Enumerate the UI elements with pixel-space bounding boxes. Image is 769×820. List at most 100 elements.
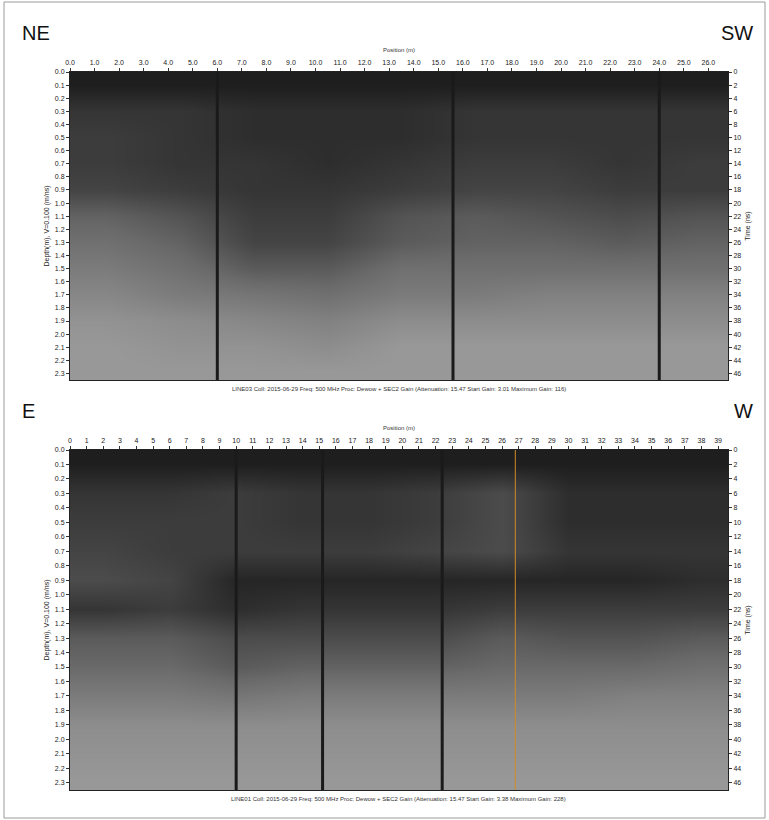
svg-text:0.3: 0.3 [55, 108, 65, 115]
svg-text:31: 31 [581, 437, 589, 444]
svg-text:46: 46 [733, 370, 741, 377]
svg-text:17.0: 17.0 [481, 59, 495, 66]
svg-text:5: 5 [151, 437, 155, 444]
svg-text:12: 12 [733, 147, 741, 154]
svg-text:44: 44 [733, 357, 741, 364]
svg-text:0.2: 0.2 [55, 95, 65, 102]
svg-text:19.0: 19.0 [530, 59, 544, 66]
svg-text:8.0: 8.0 [262, 59, 272, 66]
svg-text:4: 4 [733, 475, 737, 482]
svg-text:1.4: 1.4 [55, 649, 65, 656]
svg-text:0.3: 0.3 [55, 490, 65, 497]
svg-text:33: 33 [614, 437, 622, 444]
svg-text:Depth(m), V=0.100 (m/ns): Depth(m), V=0.100 (m/ns) [43, 185, 51, 266]
svg-text:16: 16 [733, 562, 741, 569]
svg-text:2.1: 2.1 [55, 750, 65, 757]
svg-text:44: 44 [733, 765, 741, 772]
svg-text:14: 14 [733, 548, 741, 555]
svg-text:36: 36 [733, 304, 741, 311]
svg-text:0.1: 0.1 [55, 82, 65, 89]
svg-text:11.0: 11.0 [334, 59, 347, 66]
svg-text:2.1: 2.1 [55, 344, 65, 351]
svg-text:21: 21 [415, 437, 423, 444]
svg-text:0.9: 0.9 [55, 186, 65, 193]
svg-text:24: 24 [733, 226, 741, 233]
svg-text:2: 2 [733, 461, 737, 468]
svg-text:10: 10 [733, 134, 741, 141]
svg-text:12: 12 [733, 533, 741, 540]
svg-text:15.0: 15.0 [431, 59, 445, 66]
svg-text:13: 13 [282, 437, 290, 444]
svg-text:6.0: 6.0 [212, 59, 222, 66]
svg-text:34: 34 [733, 291, 741, 298]
svg-text:24: 24 [465, 437, 473, 444]
svg-text:1.3: 1.3 [55, 239, 65, 246]
svg-text:1.7: 1.7 [55, 291, 65, 298]
svg-text:0.9: 0.9 [55, 577, 65, 584]
svg-text:20.0: 20.0 [554, 59, 568, 66]
svg-text:25: 25 [482, 437, 490, 444]
svg-text:19: 19 [382, 437, 390, 444]
svg-text:12.0: 12.0 [358, 59, 372, 66]
svg-text:17: 17 [349, 437, 357, 444]
svg-text:1.8: 1.8 [55, 707, 65, 714]
svg-text:22: 22 [432, 437, 440, 444]
svg-text:1.0: 1.0 [90, 59, 100, 66]
svg-text:0.8: 0.8 [55, 562, 65, 569]
svg-text:2.3: 2.3 [55, 370, 65, 377]
svg-text:1.0: 1.0 [55, 200, 65, 207]
svg-text:0.6: 0.6 [55, 533, 65, 540]
svg-text:14: 14 [733, 160, 741, 167]
svg-text:Position (m): Position (m) [383, 47, 415, 53]
svg-text:18: 18 [733, 186, 741, 193]
svg-text:28: 28 [733, 252, 741, 259]
svg-text:NE: NE [22, 22, 50, 44]
svg-text:9.0: 9.0 [286, 59, 296, 66]
svg-text:1.5: 1.5 [55, 663, 65, 670]
svg-text:2: 2 [733, 82, 737, 89]
svg-text:0.6: 0.6 [55, 147, 65, 154]
svg-text:7.0: 7.0 [237, 59, 247, 66]
svg-text:37: 37 [681, 437, 689, 444]
svg-text:18: 18 [733, 577, 741, 584]
svg-text:10: 10 [733, 519, 741, 526]
svg-text:7: 7 [184, 437, 188, 444]
svg-text:34: 34 [733, 692, 741, 699]
svg-text:2.0: 2.0 [55, 331, 65, 338]
svg-text:0.7: 0.7 [55, 160, 65, 167]
svg-text:2.0: 2.0 [55, 736, 65, 743]
svg-text:35: 35 [648, 437, 656, 444]
svg-text:2: 2 [101, 437, 105, 444]
svg-text:Time (ns): Time (ns) [744, 211, 752, 240]
svg-text:32: 32 [733, 278, 741, 285]
svg-text:38: 38 [733, 317, 741, 324]
svg-text:42: 42 [733, 344, 741, 351]
svg-text:2.3: 2.3 [55, 779, 65, 786]
svg-text:28: 28 [733, 649, 741, 656]
svg-text:LINE03 Coll: 2015-06-29 Freq:: LINE03 Coll: 2015-06-29 Freq: 500 MHz Pr… [232, 386, 566, 392]
svg-text:18.0: 18.0 [505, 59, 519, 66]
svg-text:34: 34 [631, 437, 639, 444]
svg-text:0: 0 [733, 446, 737, 453]
svg-text:20: 20 [733, 591, 741, 598]
svg-text:1.5: 1.5 [55, 265, 65, 272]
svg-text:12: 12 [265, 437, 273, 444]
svg-text:8: 8 [733, 504, 737, 511]
svg-text:40: 40 [733, 736, 741, 743]
svg-text:28: 28 [531, 437, 539, 444]
svg-text:6: 6 [733, 490, 737, 497]
svg-text:2.0: 2.0 [114, 59, 124, 66]
svg-text:40: 40 [733, 331, 741, 338]
svg-text:29: 29 [548, 437, 556, 444]
svg-text:18: 18 [365, 437, 373, 444]
svg-text:1.7: 1.7 [55, 692, 65, 699]
svg-text:16: 16 [733, 173, 741, 180]
svg-text:14: 14 [299, 437, 307, 444]
svg-text:1.1: 1.1 [55, 606, 65, 613]
svg-text:1.2: 1.2 [55, 226, 65, 233]
svg-text:Depth(m), V=0.100 (m/ns): Depth(m), V=0.100 (m/ns) [43, 579, 51, 660]
svg-text:46: 46 [733, 779, 741, 786]
svg-text:0.2: 0.2 [55, 475, 65, 482]
svg-text:20: 20 [733, 200, 741, 207]
svg-text:42: 42 [733, 750, 741, 757]
